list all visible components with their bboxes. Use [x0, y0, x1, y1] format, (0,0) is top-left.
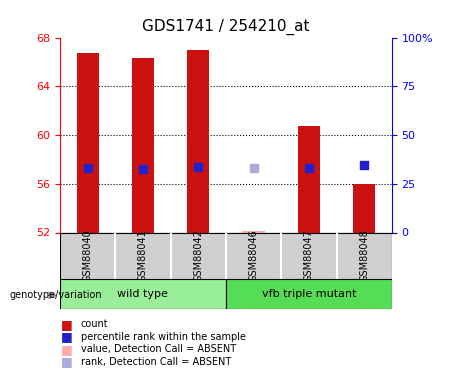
Text: GSM88047: GSM88047 — [304, 230, 314, 282]
Text: count: count — [81, 320, 108, 329]
Text: GSM88041: GSM88041 — [138, 230, 148, 282]
Bar — [77, 53, 99, 232]
Text: GSM88042: GSM88042 — [193, 230, 203, 282]
Point — [361, 162, 368, 168]
Bar — [298, 126, 320, 232]
Text: genotype/variation: genotype/variation — [9, 290, 102, 300]
Bar — [242, 231, 265, 232]
Point — [250, 165, 257, 171]
Text: ■: ■ — [61, 330, 73, 343]
Text: rank, Detection Call = ABSENT: rank, Detection Call = ABSENT — [81, 357, 231, 366]
Text: ■: ■ — [61, 355, 73, 368]
Point — [139, 166, 147, 172]
Text: GSM88048: GSM88048 — [359, 230, 369, 282]
Title: GDS1741 / 254210_at: GDS1741 / 254210_at — [142, 18, 310, 35]
Text: ■: ■ — [61, 318, 73, 331]
Bar — [226, 279, 392, 309]
Text: GSM88040: GSM88040 — [83, 230, 93, 282]
Text: vfb triple mutant: vfb triple mutant — [262, 290, 356, 299]
Text: ■: ■ — [61, 343, 73, 355]
Bar — [60, 279, 226, 309]
Point — [305, 165, 313, 171]
Point — [195, 164, 202, 170]
Text: GSM88046: GSM88046 — [248, 230, 259, 282]
Text: wild type: wild type — [118, 290, 168, 299]
Bar — [353, 184, 375, 232]
Text: percentile rank within the sample: percentile rank within the sample — [81, 332, 246, 342]
Point — [84, 165, 91, 171]
Text: value, Detection Call = ABSENT: value, Detection Call = ABSENT — [81, 344, 236, 354]
Bar — [187, 50, 209, 232]
Bar — [132, 58, 154, 232]
